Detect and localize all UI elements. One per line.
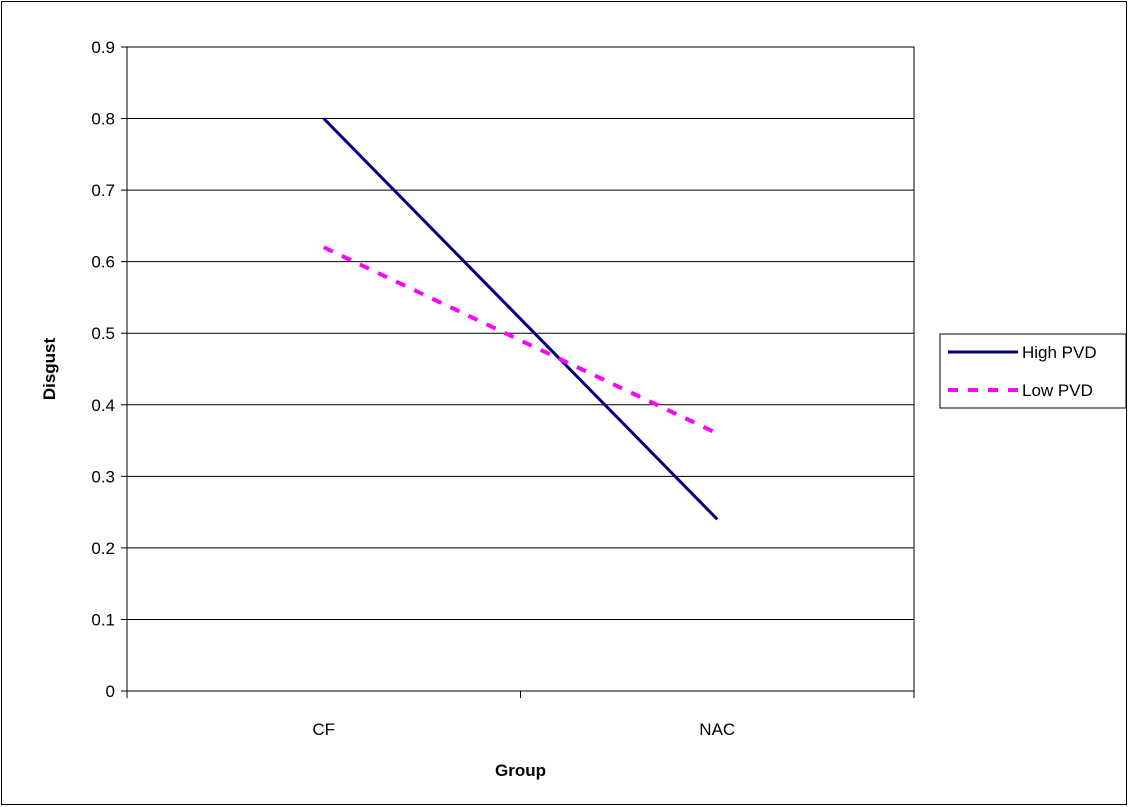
gridlines <box>127 118 914 620</box>
legend-box <box>939 333 1127 409</box>
y-tick-label: 0.1 <box>91 610 115 629</box>
series-line <box>322 245 719 436</box>
y-tick-label: 0.7 <box>91 181 115 200</box>
y-tick-label: 0.4 <box>91 396 115 415</box>
y-tick-label: 0.5 <box>91 324 115 343</box>
x-tick-label: CF <box>312 720 335 739</box>
plot-area <box>126 46 915 692</box>
y-axis-ticks: 0 0.1 0.2 0.3 0.4 0.5 0.6 0.7 0.8 0.9 <box>91 38 127 701</box>
y-tick-label: 0.6 <box>91 253 115 272</box>
x-tick-label: NAC <box>699 720 735 739</box>
y-axis-title: Disgust <box>40 337 59 400</box>
y-tick-label: 0.8 <box>91 110 115 129</box>
legend-label: High PVD <box>1022 343 1097 362</box>
y-tick-label: 0 <box>106 682 115 701</box>
y-tick-label: 0.3 <box>91 467 115 486</box>
series-line <box>322 117 719 521</box>
x-axis-ticks: CF NAC <box>126 691 915 739</box>
legend: High PVD Low PVD <box>939 333 1127 409</box>
y-tick-label: 0.9 <box>91 38 115 57</box>
series-lines <box>322 117 719 521</box>
y-tick-label: 0.2 <box>91 539 115 558</box>
legend-label: Low PVD <box>1022 381 1093 400</box>
x-axis-title: Group <box>495 761 546 780</box>
